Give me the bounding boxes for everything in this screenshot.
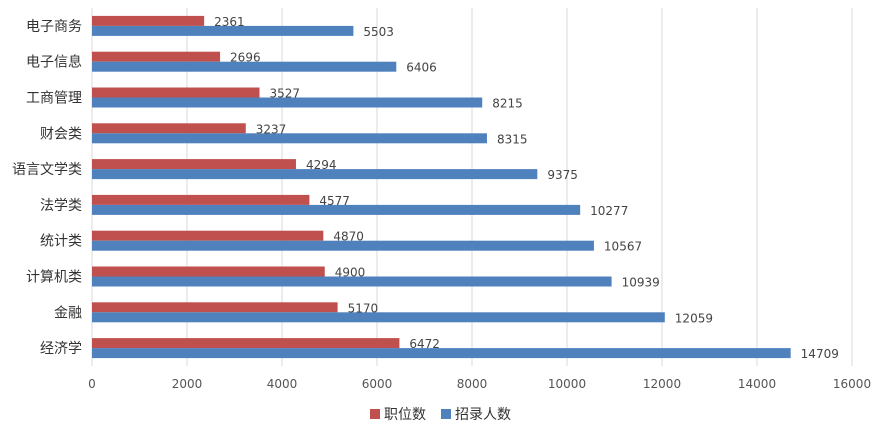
legend-label: 职位数 [384,407,426,423]
bar-positions [92,87,260,98]
x-tick-label: 8000 [457,377,488,391]
category-label: 经济学 [40,341,82,357]
bar-positions [92,123,246,134]
x-axis-ticks: 0 2000 4000 6000 8000 10000 12000 14000 16000 [88,377,871,391]
data-label: 6406 [406,61,437,75]
bar-recruits [92,133,487,144]
bar-recruits [92,240,594,251]
data-label: 14709 [801,347,839,361]
x-tick-label: 14000 [738,377,776,391]
category-label: 工商管理 [26,91,82,107]
data-label: 10567 [604,240,642,254]
data-label: 8315 [497,132,528,146]
category-label: 电子商务 [26,19,82,35]
data-label: 12059 [675,311,713,325]
value-labels: 2361 5503 2696 6406 3527 8215 3237 8315 4294 9375… [214,15,839,361]
category-label: 财会类 [40,126,82,142]
x-tick-label: 2000 [172,377,203,391]
data-label: 2361 [214,15,245,29]
data-label: 6472 [409,337,440,351]
bar-positions [92,338,400,349]
x-tick-label: 4000 [267,377,298,391]
bar-positions [92,51,221,62]
category-label: 统计类 [40,234,82,250]
bar-positions [92,266,325,277]
bar-recruits [92,25,354,36]
data-label: 8215 [492,97,523,111]
legend-swatch [441,409,451,419]
bar-positions [92,230,324,241]
data-label: 10277 [590,204,628,218]
bar-recruits [92,169,538,180]
bars [92,15,791,359]
x-tick-label: 10000 [548,377,586,391]
data-label: 3237 [256,122,287,136]
bar-recruits [92,61,397,72]
bar-positions [92,15,205,26]
legend-swatch [370,409,380,419]
bar-recruits [92,204,581,215]
data-label: 9375 [547,168,578,182]
data-label: 4900 [335,266,366,280]
bar-positions [92,159,296,170]
bar-positions [92,302,338,313]
data-label: 4294 [306,158,337,172]
category-label: 计算机类 [26,270,82,286]
data-label: 5170 [348,301,379,315]
x-tick-label: 0 [88,377,96,391]
x-tick-label: 12000 [643,377,681,391]
data-label: 3527 [270,87,301,101]
category-label: 电子信息 [26,54,82,71]
x-tick-label: 16000 [833,377,871,391]
category-label: 金融 [54,305,82,321]
data-label: 5503 [363,25,394,39]
bar-positions [92,194,310,205]
data-label: 2696 [230,51,261,65]
legend-label: 招录人数 [455,407,511,423]
bar-recruits [92,348,791,359]
legend: 职位数 招录人数 [370,407,511,423]
category-label: 法学类 [40,198,82,214]
bar-recruits [92,312,665,323]
data-label: 4870 [333,230,364,244]
data-label: 4577 [319,194,350,208]
data-label: 10939 [622,276,660,290]
category-label: 语言文学类 [12,162,82,178]
x-tick-label: 6000 [362,377,393,391]
bar-recruits [92,97,483,108]
bar-recruits [92,276,612,287]
